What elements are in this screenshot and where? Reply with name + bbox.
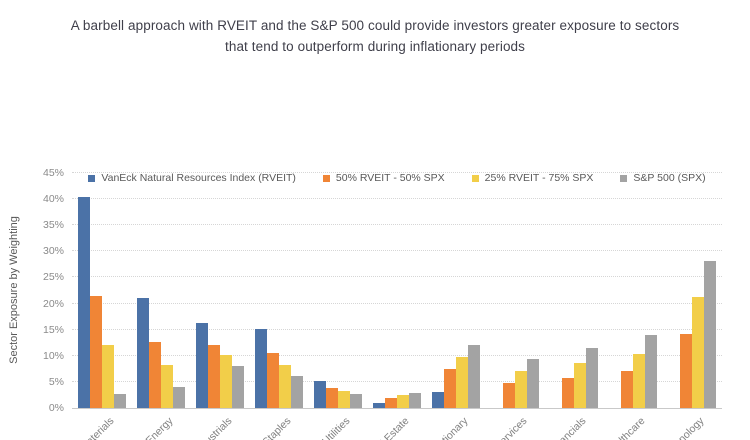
bar-financials-series-2 — [574, 363, 587, 408]
x-label-information-technology: Information Technology — [592, 415, 707, 440]
bar-communication-services-series-2 — [515, 370, 528, 408]
y-tick-label-45pct: 45% — [42, 167, 64, 179]
gridline-45pct — [72, 172, 722, 173]
bar-healthcare-series-2 — [633, 353, 646, 408]
bar-real-estate-series-0 — [373, 402, 385, 408]
y-tick-label-5pct: 5% — [48, 375, 64, 388]
legend-item-2: 25% RVEIT - 75% SPX — [471, 172, 594, 184]
x-label-industrials: Industrials — [191, 415, 235, 440]
bar-industrials-series-1 — [207, 344, 220, 408]
x-label-energy: Energy — [143, 415, 176, 440]
y-tick-label-15pct: 15% — [42, 323, 64, 336]
bar-information-technology-series-3 — [704, 260, 717, 408]
bar-utilities-series-3 — [349, 394, 362, 408]
bar-information-technology-series-1 — [680, 334, 693, 408]
bar-consumer-staples-series-1 — [266, 352, 279, 408]
gridline-10pct — [72, 354, 722, 356]
y-tick-label-25pct: 25% — [42, 271, 64, 284]
gridline-35pct — [72, 224, 722, 226]
bar-real-estate-series-1 — [385, 398, 397, 408]
legend-label: VanEck Natural Resources Index (RVEIT) — [101, 172, 296, 184]
chart-legend: VanEck Natural Resources Index (RVEIT) 50… — [72, 172, 722, 184]
bar-financials-series-3 — [586, 348, 599, 408]
bar-financials-series-1 — [562, 378, 575, 408]
gridline-5pct — [72, 380, 722, 382]
legend-swatch-icon — [322, 174, 330, 182]
bar-consumer-discretionary-series-1 — [444, 368, 457, 408]
bar-industrials-series-2 — [219, 355, 232, 408]
legend-label: 25% RVEIT - 75% SPX — [484, 172, 594, 184]
bar-chart: Sector Exposure by Weighting 0% 5% 10% 15% 2… — [0, 76, 750, 440]
bar-industrials-series-3 — [231, 366, 244, 408]
legend-swatch-icon — [620, 174, 628, 182]
bar-consumer-discretionary-series-2 — [456, 356, 469, 408]
bar-utilities-series-1 — [325, 387, 338, 408]
y-tick-label-35pct: 35% — [42, 219, 64, 232]
x-label-financials: Financials — [546, 415, 589, 440]
bar-materials-series-2 — [101, 344, 114, 408]
gridline-40pct — [72, 198, 722, 200]
y-tick-label-0pct: 0% — [48, 402, 64, 414]
bar-materials-series-0 — [77, 197, 90, 408]
bar-communication-services-series-3 — [527, 358, 540, 408]
x-label-consumer-discretionary: Consumer Discretionary — [356, 415, 470, 440]
legend-item-1: 50% RVEIT - 50% SPX — [322, 172, 445, 184]
bar-energy-series-3 — [172, 387, 185, 408]
bar-consumer-staples-series-0 — [254, 329, 267, 408]
x-axis-line — [72, 408, 722, 409]
bar-energy-series-1 — [148, 342, 161, 408]
y-tick-label-20pct: 20% — [42, 297, 64, 310]
gridline-15pct — [72, 328, 722, 330]
chart-title-line-1: A barbell approach with RVEIT and the S&… — [70, 18, 680, 33]
x-label-consumer-staples: Consumer Staples — [179, 415, 294, 440]
x-label-healthcare: Healthcare — [603, 415, 648, 440]
y-tick-label-30pct: 30% — [42, 245, 64, 258]
bar-consumer-discretionary-series-3 — [468, 345, 481, 408]
bar-industrials-series-0 — [195, 322, 208, 408]
bar-healthcare-series-1 — [621, 371, 634, 408]
y-tick-label-40pct: 40% — [42, 193, 64, 206]
chart-title: A barbell approach with RVEIT and the S&… — [0, 15, 750, 57]
legend-label: 50% RVEIT - 50% SPX — [335, 172, 445, 184]
bar-utilities-series-0 — [313, 380, 326, 408]
x-label-materials: Materials — [77, 415, 117, 440]
gridline-20pct — [72, 302, 722, 304]
x-label-communication-services: Communication Services — [415, 415, 530, 440]
legend-swatch-icon — [471, 174, 479, 182]
legend-item-0: VanEck Natural Resources Index (RVEIT) — [88, 172, 296, 184]
bar-consumer-staples-series-2 — [278, 364, 291, 408]
bar-energy-series-0 — [136, 297, 149, 408]
bar-consumer-staples-series-3 — [290, 376, 303, 408]
legend-item-3: S&P 500 (SPX) — [620, 172, 706, 184]
x-label-utilities: Utilities — [319, 415, 353, 440]
plot-area — [72, 172, 722, 409]
legend-swatch-icon — [88, 174, 96, 182]
bar-materials-series-1 — [89, 295, 102, 408]
y-axis-title: Sector Exposure by Weighting — [8, 216, 20, 364]
chart-title-line-2: that tend to outperform during inflation… — [224, 39, 526, 54]
bar-materials-series-3 — [113, 393, 126, 408]
gridline-25pct — [72, 276, 722, 278]
legend-label: S&P 500 (SPX) — [633, 172, 706, 184]
bar-communication-services-series-1 — [503, 383, 516, 408]
bar-information-technology-series-2 — [692, 297, 705, 408]
bar-real-estate-series-2 — [397, 395, 409, 408]
bar-real-estate-series-3 — [409, 393, 421, 408]
gridline-30pct — [72, 250, 722, 252]
bar-consumer-discretionary-series-0 — [432, 392, 445, 408]
bar-energy-series-2 — [160, 364, 173, 408]
bar-utilities-series-2 — [337, 391, 350, 408]
y-tick-label-10pct: 10% — [42, 349, 64, 362]
bar-healthcare-series-3 — [645, 335, 658, 408]
x-label-real-estate: Real Estate — [364, 415, 412, 440]
